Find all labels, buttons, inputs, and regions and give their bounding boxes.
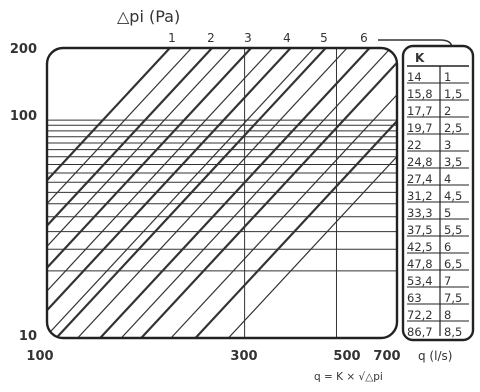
k-table-k-10: 42,5 (407, 240, 433, 254)
x-tick-label-700: 700 (373, 349, 400, 364)
k-table: K 14 1 15,8 1,5 17,7 2 19,7 2,5 22 3 24,8 3,5 27,4 4 31… (401, 44, 475, 342)
k-table-k-5: 24,8 (407, 155, 433, 169)
series-line-14 (194, 48, 397, 338)
k-table-k-12: 53,4 (407, 274, 433, 288)
k-table-k-7: 31,2 (407, 189, 433, 203)
k-table-k-13: 63 (407, 291, 422, 305)
series-line-11 (120, 48, 392, 338)
k-table-n-1: 1,5 (444, 87, 462, 101)
plot-frame (45, 46, 399, 340)
x-tick-label-500: 500 (333, 349, 360, 364)
k-table-n-10: 6 (444, 240, 451, 254)
series-line-2 (47, 48, 213, 338)
k-table-k-3: 19,7 (407, 121, 433, 135)
series-line-10 (99, 48, 371, 338)
x-tick-label-300: 300 (230, 349, 257, 364)
series-line-6 (47, 48, 292, 338)
series-line-8 (55, 48, 327, 338)
series-line-12 (140, 48, 397, 338)
k-table-n-3: 2,5 (444, 121, 462, 135)
top-tick-label-5: 5 (320, 31, 328, 45)
series-line-3 (47, 48, 232, 338)
k-table-header: K (415, 51, 425, 65)
k-table-k-4: 22 (407, 138, 422, 152)
series-line-4 (47, 48, 252, 338)
k-table-n-12: 7 (444, 274, 451, 288)
x-axis-label: q (l/s) (418, 349, 452, 363)
series-line-9 (77, 48, 348, 338)
k-table-n-2: 2 (444, 104, 451, 118)
y-tick-label-200: 200 (10, 42, 37, 57)
k-table-n-7: 4,5 (444, 189, 462, 203)
k-table-k-1: 15,8 (407, 87, 433, 101)
chart-title: △pi (Pa) (117, 7, 180, 26)
y-tick-label-10: 10 (19, 329, 37, 344)
k-table-k-11: 47,8 (407, 257, 433, 271)
y-tick-labels: 10 100 200 (10, 42, 37, 344)
series-line-15 (227, 48, 397, 338)
top-tick-label-6: 6 (360, 31, 368, 45)
k-table-k-15: 86,7 (407, 325, 433, 339)
k-table-n-15: 8,5 (444, 325, 462, 339)
k-table-k-6: 27,4 (407, 172, 433, 186)
k-table-rows: K 14 1 15,8 1,5 17,7 2 19,7 2,5 22 3 24,8 3,5 27,4 4 31… (407, 51, 469, 339)
y-tick-label-100: 100 (10, 109, 37, 124)
plot-area (47, 48, 397, 338)
k-table-n-13: 7,5 (444, 291, 462, 305)
k-table-n-5: 3,5 (444, 155, 462, 169)
k-table-k-8: 33,3 (407, 206, 433, 220)
series-line-7 (47, 48, 315, 338)
k-table-k-9: 37,5 (407, 223, 433, 237)
formula-label: q = K × √△pi (314, 371, 383, 383)
k-table-frame (401, 44, 475, 342)
series-line-1 (47, 48, 193, 338)
k-table-n-0: 1 (444, 70, 451, 84)
k-table-n-9: 5,5 (444, 223, 462, 237)
top-tick-label-3: 3 (244, 31, 252, 45)
k-table-n-8: 5 (444, 206, 451, 220)
k-table-k-2: 17,7 (407, 104, 433, 118)
series-lines (47, 48, 397, 338)
k-table-n-11: 6,5 (444, 257, 462, 271)
top-tick-label-2: 2 (207, 31, 215, 45)
k-table-k-14: 72,2 (407, 308, 433, 322)
k-table-k-0: 14 (407, 70, 422, 84)
series-line-13 (170, 48, 397, 338)
series-line-0 (47, 48, 171, 338)
k-table-n-6: 4 (444, 172, 451, 186)
k-table-n-4: 3 (444, 138, 451, 152)
x-tick-labels: 100 300 500 700 (26, 349, 400, 364)
top-tick-label-4: 4 (283, 31, 291, 45)
x-tick-label-100: 100 (26, 349, 53, 364)
top-tick-label-1: 1 (168, 31, 176, 45)
k-table-n-14: 8 (444, 308, 451, 322)
